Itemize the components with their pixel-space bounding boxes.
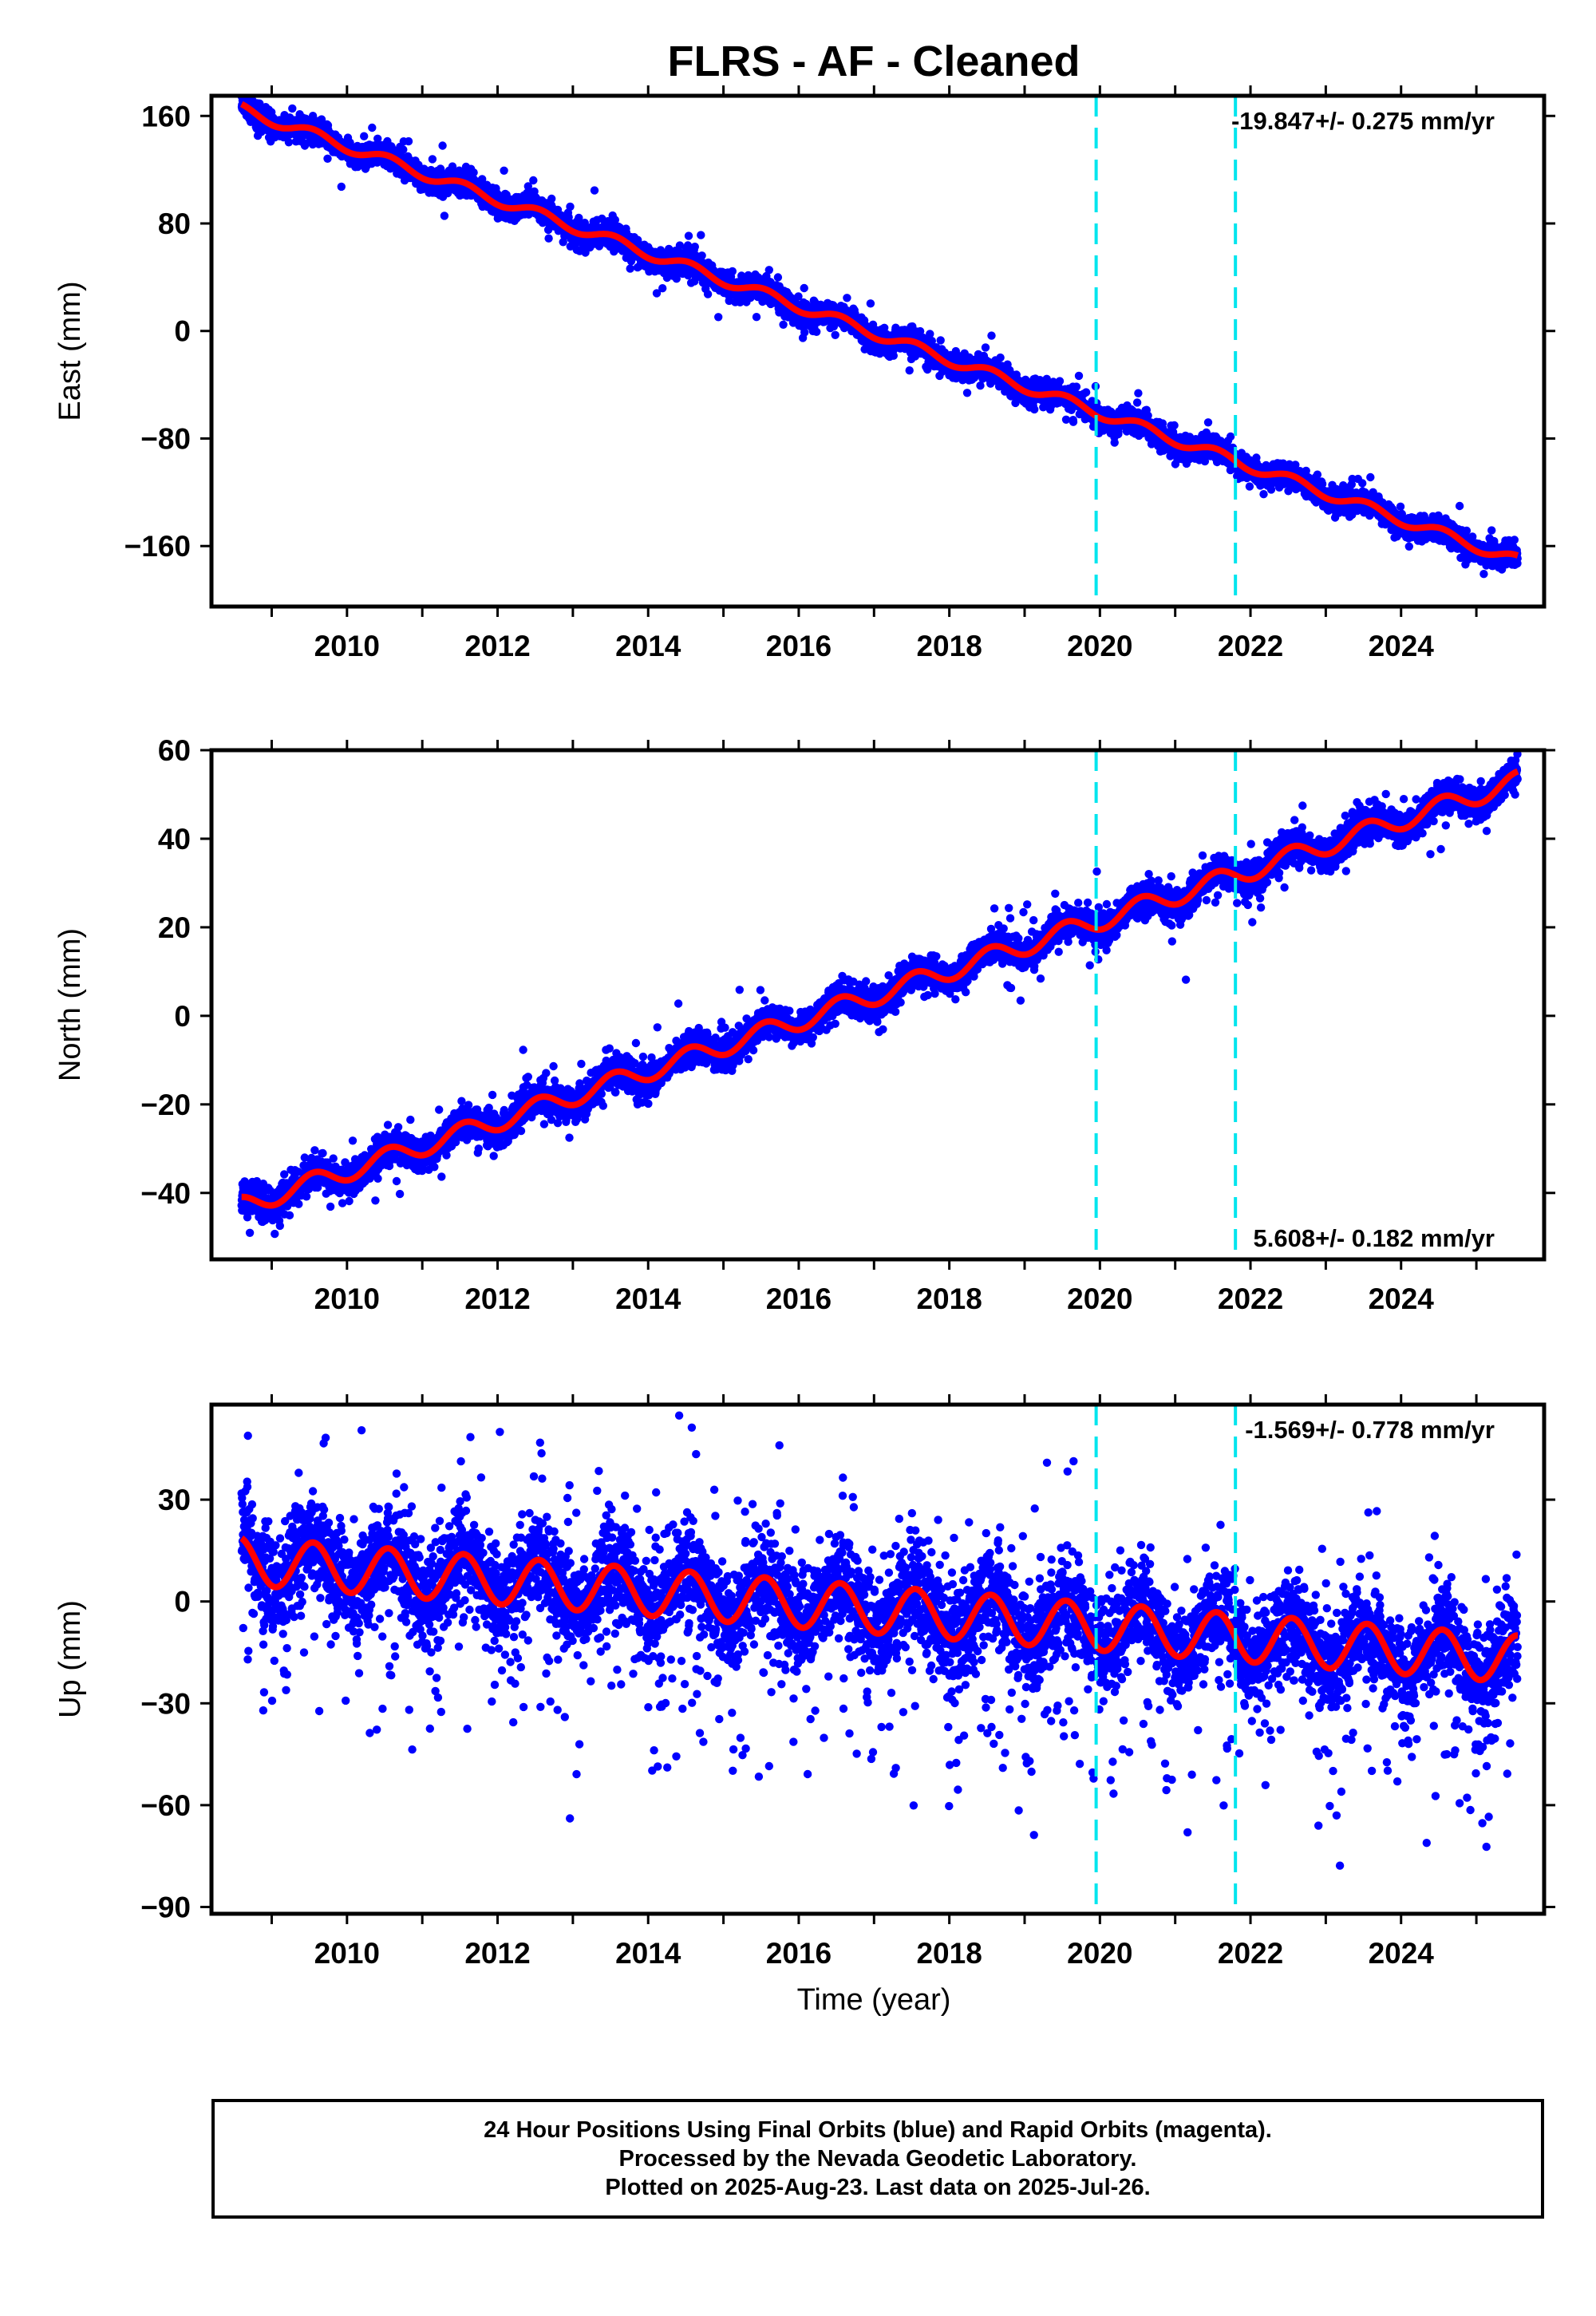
east-point bbox=[1170, 421, 1179, 430]
east-point bbox=[976, 381, 985, 390]
east-point bbox=[764, 266, 773, 275]
east-point bbox=[800, 328, 809, 337]
east-data-points bbox=[237, 96, 1522, 579]
east-point bbox=[323, 154, 332, 163]
east-point bbox=[1259, 490, 1268, 499]
east-point bbox=[1132, 398, 1142, 407]
east-point bbox=[478, 175, 487, 184]
east-point bbox=[1226, 432, 1235, 441]
east-point bbox=[703, 290, 713, 298]
east-point bbox=[926, 330, 934, 338]
east-point bbox=[626, 264, 634, 273]
east-point bbox=[728, 267, 737, 276]
east-point bbox=[308, 140, 318, 149]
east-point bbox=[1030, 405, 1039, 414]
east-point bbox=[500, 166, 508, 175]
east-point bbox=[1074, 371, 1084, 381]
east-point bbox=[684, 231, 693, 240]
east-point bbox=[1081, 388, 1091, 397]
east-point bbox=[697, 251, 706, 260]
east-point bbox=[962, 389, 972, 397]
east-point bbox=[1245, 482, 1254, 491]
east-point bbox=[566, 202, 575, 211]
chart-title: FLRS - AF - Cleaned bbox=[667, 38, 1080, 85]
east-point bbox=[866, 299, 875, 308]
east-point bbox=[373, 134, 382, 143]
east-point bbox=[399, 145, 408, 154]
east-point bbox=[404, 136, 413, 146]
panel-east: 2010 2012 2014 2016 2018 2020 2022 2024−160−800… bbox=[53, 85, 1555, 662]
east-point bbox=[544, 234, 553, 243]
east-point bbox=[547, 194, 556, 204]
east-point bbox=[428, 155, 437, 164]
east-point bbox=[288, 104, 297, 113]
east-point bbox=[360, 132, 369, 140]
east-point bbox=[529, 176, 538, 185]
east-point bbox=[697, 231, 705, 239]
east-point bbox=[987, 331, 996, 340]
east-point bbox=[690, 243, 699, 251]
east-point bbox=[981, 343, 990, 352]
east-point bbox=[936, 336, 945, 345]
east-point bbox=[831, 330, 839, 339]
east-point bbox=[996, 353, 1005, 362]
east-point bbox=[658, 284, 667, 293]
east-point bbox=[1203, 418, 1213, 427]
east-point bbox=[368, 123, 377, 132]
east-point bbox=[905, 366, 914, 375]
east-point bbox=[443, 188, 452, 198]
east-point bbox=[714, 313, 723, 322]
east-point bbox=[752, 313, 761, 322]
east-point bbox=[590, 186, 599, 195]
east-point bbox=[337, 182, 346, 192]
east-point bbox=[440, 211, 449, 220]
east-point bbox=[800, 283, 808, 293]
east-point bbox=[469, 168, 478, 177]
east-point bbox=[1055, 377, 1065, 385]
east-point bbox=[1072, 382, 1081, 391]
east-point bbox=[1134, 389, 1143, 397]
east-point bbox=[843, 294, 851, 302]
east-point bbox=[1110, 438, 1119, 447]
east-point bbox=[1069, 417, 1078, 426]
east-point bbox=[284, 138, 294, 147]
east-point bbox=[438, 141, 447, 150]
east-point bbox=[812, 327, 821, 336]
east-point bbox=[779, 320, 788, 329]
east-point bbox=[773, 273, 783, 282]
